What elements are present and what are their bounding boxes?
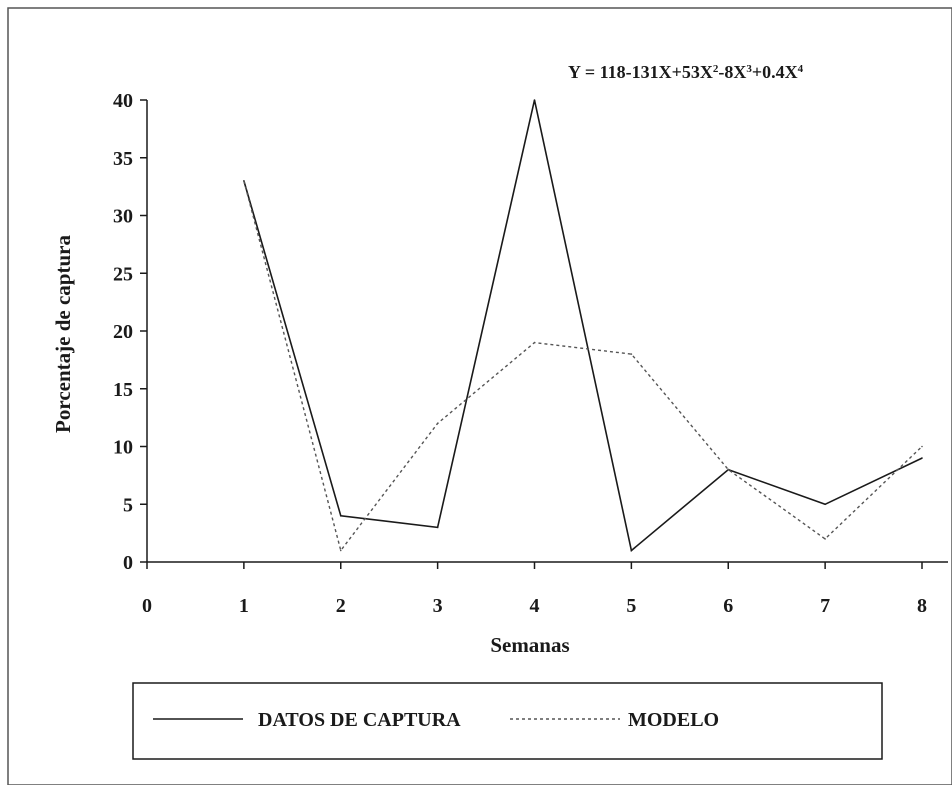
x-tick-label: 2	[336, 595, 346, 617]
y-tick-label: 5	[123, 494, 133, 516]
x-tick-label: 0	[142, 595, 152, 617]
y-tick-label: 30	[113, 206, 133, 228]
legend-box	[132, 682, 883, 760]
legend-label-modelo: MODELO	[628, 709, 719, 731]
y-axis-title: Porcentaje de captura	[51, 235, 75, 433]
series-layer	[243, 99, 923, 553]
y-tick-label: 10	[113, 437, 133, 459]
modelo-point	[339, 549, 342, 552]
y-tick-label: 0	[123, 552, 133, 574]
series-line-datos-de-captura	[243, 99, 923, 552]
datos-point	[436, 526, 439, 529]
x-tick-label: 3	[433, 595, 443, 617]
datos-point	[630, 549, 633, 552]
series-line-modelo	[243, 180, 923, 553]
figure-border	[7, 7, 952, 785]
y-tick-label: 35	[113, 148, 133, 170]
modelo-point	[921, 445, 923, 448]
equation-annotation: Y = 118-131X+53X2-8X3+0.4X4	[568, 62, 804, 82]
modelo-point	[436, 422, 439, 425]
datos-point	[339, 515, 342, 517]
datos-point	[533, 99, 536, 101]
y-tick-label: 25	[113, 263, 133, 285]
modelo-point	[533, 341, 536, 344]
modelo-point	[630, 353, 633, 355]
x-tick-label: 6	[723, 595, 733, 617]
y-tick-label: 15	[113, 379, 133, 401]
legend-label-datos: DATOS DE CAPTURA	[258, 709, 461, 731]
modelo-point	[727, 468, 730, 471]
x-tick-label: 4	[530, 595, 540, 617]
modelo-point	[824, 538, 826, 540]
x-tick-label: 5	[626, 595, 636, 617]
datos-point	[921, 457, 923, 459]
y-axis-ticks: 0 5 10 15 20 25 30 35 40	[113, 90, 147, 574]
x-axis-ticks: 0 1 2 3 4 5 6 7 8	[142, 562, 927, 617]
modelo-point	[243, 180, 245, 182]
y-tick-label: 20	[113, 321, 133, 343]
legend: DATOS DE CAPTURA MODELO	[132, 682, 883, 760]
datos-point	[824, 503, 826, 506]
y-tick-label: 40	[113, 90, 133, 112]
x-tick-label: 8	[917, 595, 927, 617]
x-tick-label: 7	[820, 595, 830, 617]
x-axis-title: Semanas	[490, 633, 569, 657]
x-tick-label: 1	[239, 595, 249, 617]
